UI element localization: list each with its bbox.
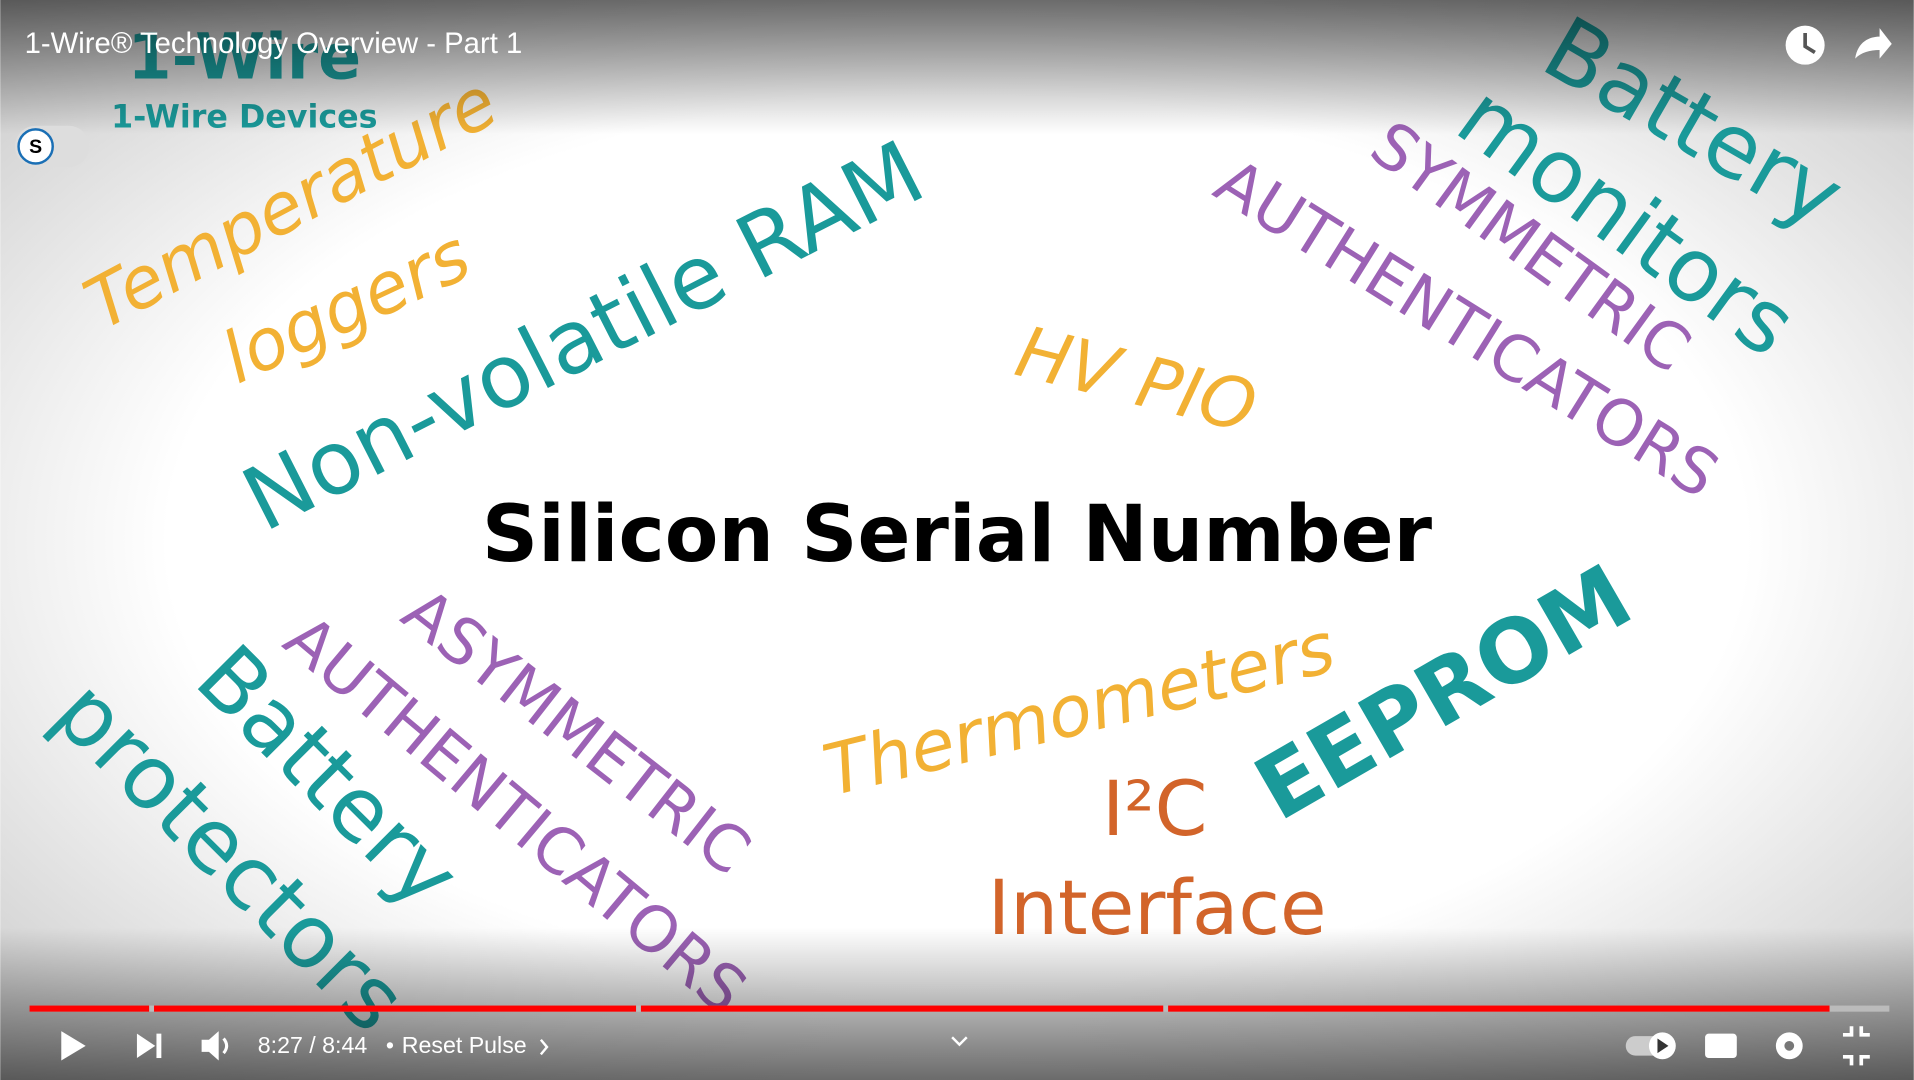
video-title[interactable]: 1-Wire® Technology Overview - Part 1 xyxy=(25,27,523,60)
word: I²C xyxy=(1102,765,1207,853)
autoplay-toggle[interactable] xyxy=(1625,1032,1676,1060)
chapter-title[interactable]: Reset Pulse xyxy=(402,1032,527,1058)
watch-later-button[interactable] xyxy=(1785,25,1825,65)
exit-fullscreen-button[interactable] xyxy=(1842,1026,1870,1066)
expand-chevron[interactable] xyxy=(951,1036,968,1047)
play-button[interactable] xyxy=(61,1031,86,1061)
top-shade xyxy=(0,0,1914,135)
chapter-separator: • xyxy=(386,1032,394,1058)
progress-bar[interactable] xyxy=(29,1005,1890,1012)
next-button[interactable] xyxy=(136,1033,162,1059)
settings-button[interactable] xyxy=(1775,1032,1803,1060)
volume-button[interactable] xyxy=(201,1031,229,1061)
extension-toggle[interactable]: S xyxy=(14,125,90,168)
center-heading: Silicon Serial Number xyxy=(482,490,1433,580)
time-display: 8:27 / 8:44 xyxy=(258,1032,368,1058)
chapter-chevron[interactable] xyxy=(539,1038,549,1056)
bottom-shade xyxy=(0,927,1914,1080)
share-button[interactable] xyxy=(1855,28,1892,59)
captions-button[interactable] xyxy=(1705,1033,1737,1059)
toggle-label: S xyxy=(29,136,42,158)
